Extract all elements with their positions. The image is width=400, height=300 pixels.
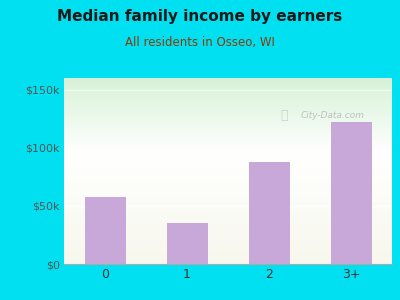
Bar bbox=[166, 223, 208, 264]
Bar bbox=[330, 122, 372, 264]
Text: All residents in Osseo, WI: All residents in Osseo, WI bbox=[125, 36, 275, 49]
Text: Median family income by earners: Median family income by earners bbox=[57, 9, 343, 24]
Bar bbox=[84, 196, 126, 264]
Text: City-Data.com: City-Data.com bbox=[300, 111, 364, 120]
Text: ⌕: ⌕ bbox=[280, 109, 288, 122]
Bar bbox=[248, 162, 290, 264]
